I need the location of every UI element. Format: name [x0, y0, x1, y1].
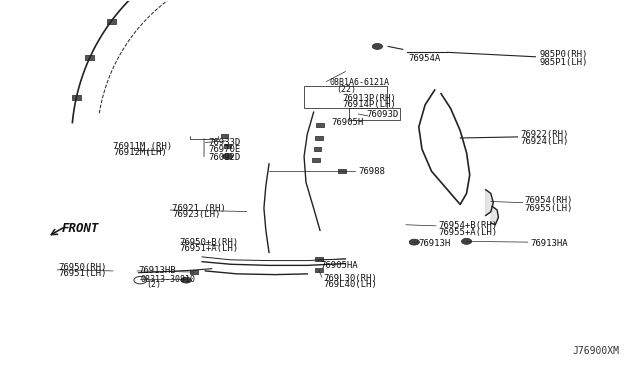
Text: 76970E: 76970E [209, 145, 241, 154]
Text: 76922(RH): 76922(RH) [521, 130, 569, 139]
Bar [315, 268, 323, 272]
Text: 76913H: 76913H [419, 239, 451, 248]
Text: 76921 (RH): 76921 (RH) [172, 203, 226, 213]
Bar [349, 108, 399, 119]
Text: 76923(LH): 76923(LH) [172, 210, 221, 219]
Bar [315, 136, 323, 140]
Text: 76954(RH): 76954(RH) [524, 196, 572, 205]
Circle shape [372, 44, 383, 49]
Bar [315, 257, 323, 261]
Text: 76913HB: 76913HB [138, 266, 176, 275]
Bar [314, 147, 321, 151]
Bar [312, 158, 320, 162]
Text: 76950(RH): 76950(RH) [59, 263, 107, 272]
Circle shape [409, 239, 419, 245]
Text: 76913HA: 76913HA [531, 239, 568, 248]
Text: 76092D: 76092D [209, 153, 241, 162]
Text: 76951+A(LH): 76951+A(LH) [180, 244, 239, 253]
Bar [190, 270, 198, 274]
Text: 76955+A(LH): 76955+A(LH) [438, 228, 497, 237]
Text: 76954+B(RH): 76954+B(RH) [438, 221, 497, 230]
Text: 76912M(LH): 76912M(LH) [113, 148, 166, 157]
Text: 769L40(LH): 769L40(LH) [323, 280, 377, 289]
Circle shape [223, 154, 233, 160]
Text: FRONT: FRONT [62, 222, 99, 235]
Text: 76924(LH): 76924(LH) [521, 137, 569, 146]
Text: 76988: 76988 [358, 167, 385, 176]
Circle shape [181, 277, 191, 283]
Text: 76955(LH): 76955(LH) [524, 203, 572, 213]
Text: 08B1A6-6121A: 08B1A6-6121A [330, 78, 390, 87]
Text: 76950+B(RH): 76950+B(RH) [180, 238, 239, 247]
Bar [221, 134, 228, 138]
Text: 76933D: 76933D [209, 138, 241, 147]
Text: 76914P(LH): 76914P(LH) [342, 100, 396, 109]
Polygon shape [486, 190, 493, 215]
Bar [304, 86, 387, 108]
Bar [72, 95, 81, 100]
Text: 985P0(RH): 985P0(RH) [540, 51, 588, 60]
Text: 769L30(RH): 769L30(RH) [323, 274, 377, 283]
Bar [339, 169, 346, 173]
Text: 76913P(RH): 76913P(RH) [342, 94, 396, 103]
Text: (22): (22) [336, 85, 356, 94]
Text: J76900XM: J76900XM [573, 346, 620, 356]
Text: 76911M (RH): 76911M (RH) [113, 142, 172, 151]
Text: 985P1(LH): 985P1(LH) [540, 58, 588, 67]
Text: 76954A: 76954A [408, 54, 440, 63]
Text: 76093D: 76093D [366, 109, 398, 119]
Text: (2): (2) [147, 280, 162, 289]
Text: 08313-30810: 08313-30810 [140, 275, 195, 283]
Circle shape [461, 238, 472, 244]
Text: 76905H: 76905H [332, 118, 364, 126]
Polygon shape [491, 206, 499, 225]
Bar [107, 19, 116, 24]
Bar [224, 144, 232, 148]
Text: 76905HA: 76905HA [320, 261, 358, 270]
Bar [85, 55, 94, 60]
Bar [316, 123, 324, 127]
Text: 76951(LH): 76951(LH) [59, 269, 107, 278]
